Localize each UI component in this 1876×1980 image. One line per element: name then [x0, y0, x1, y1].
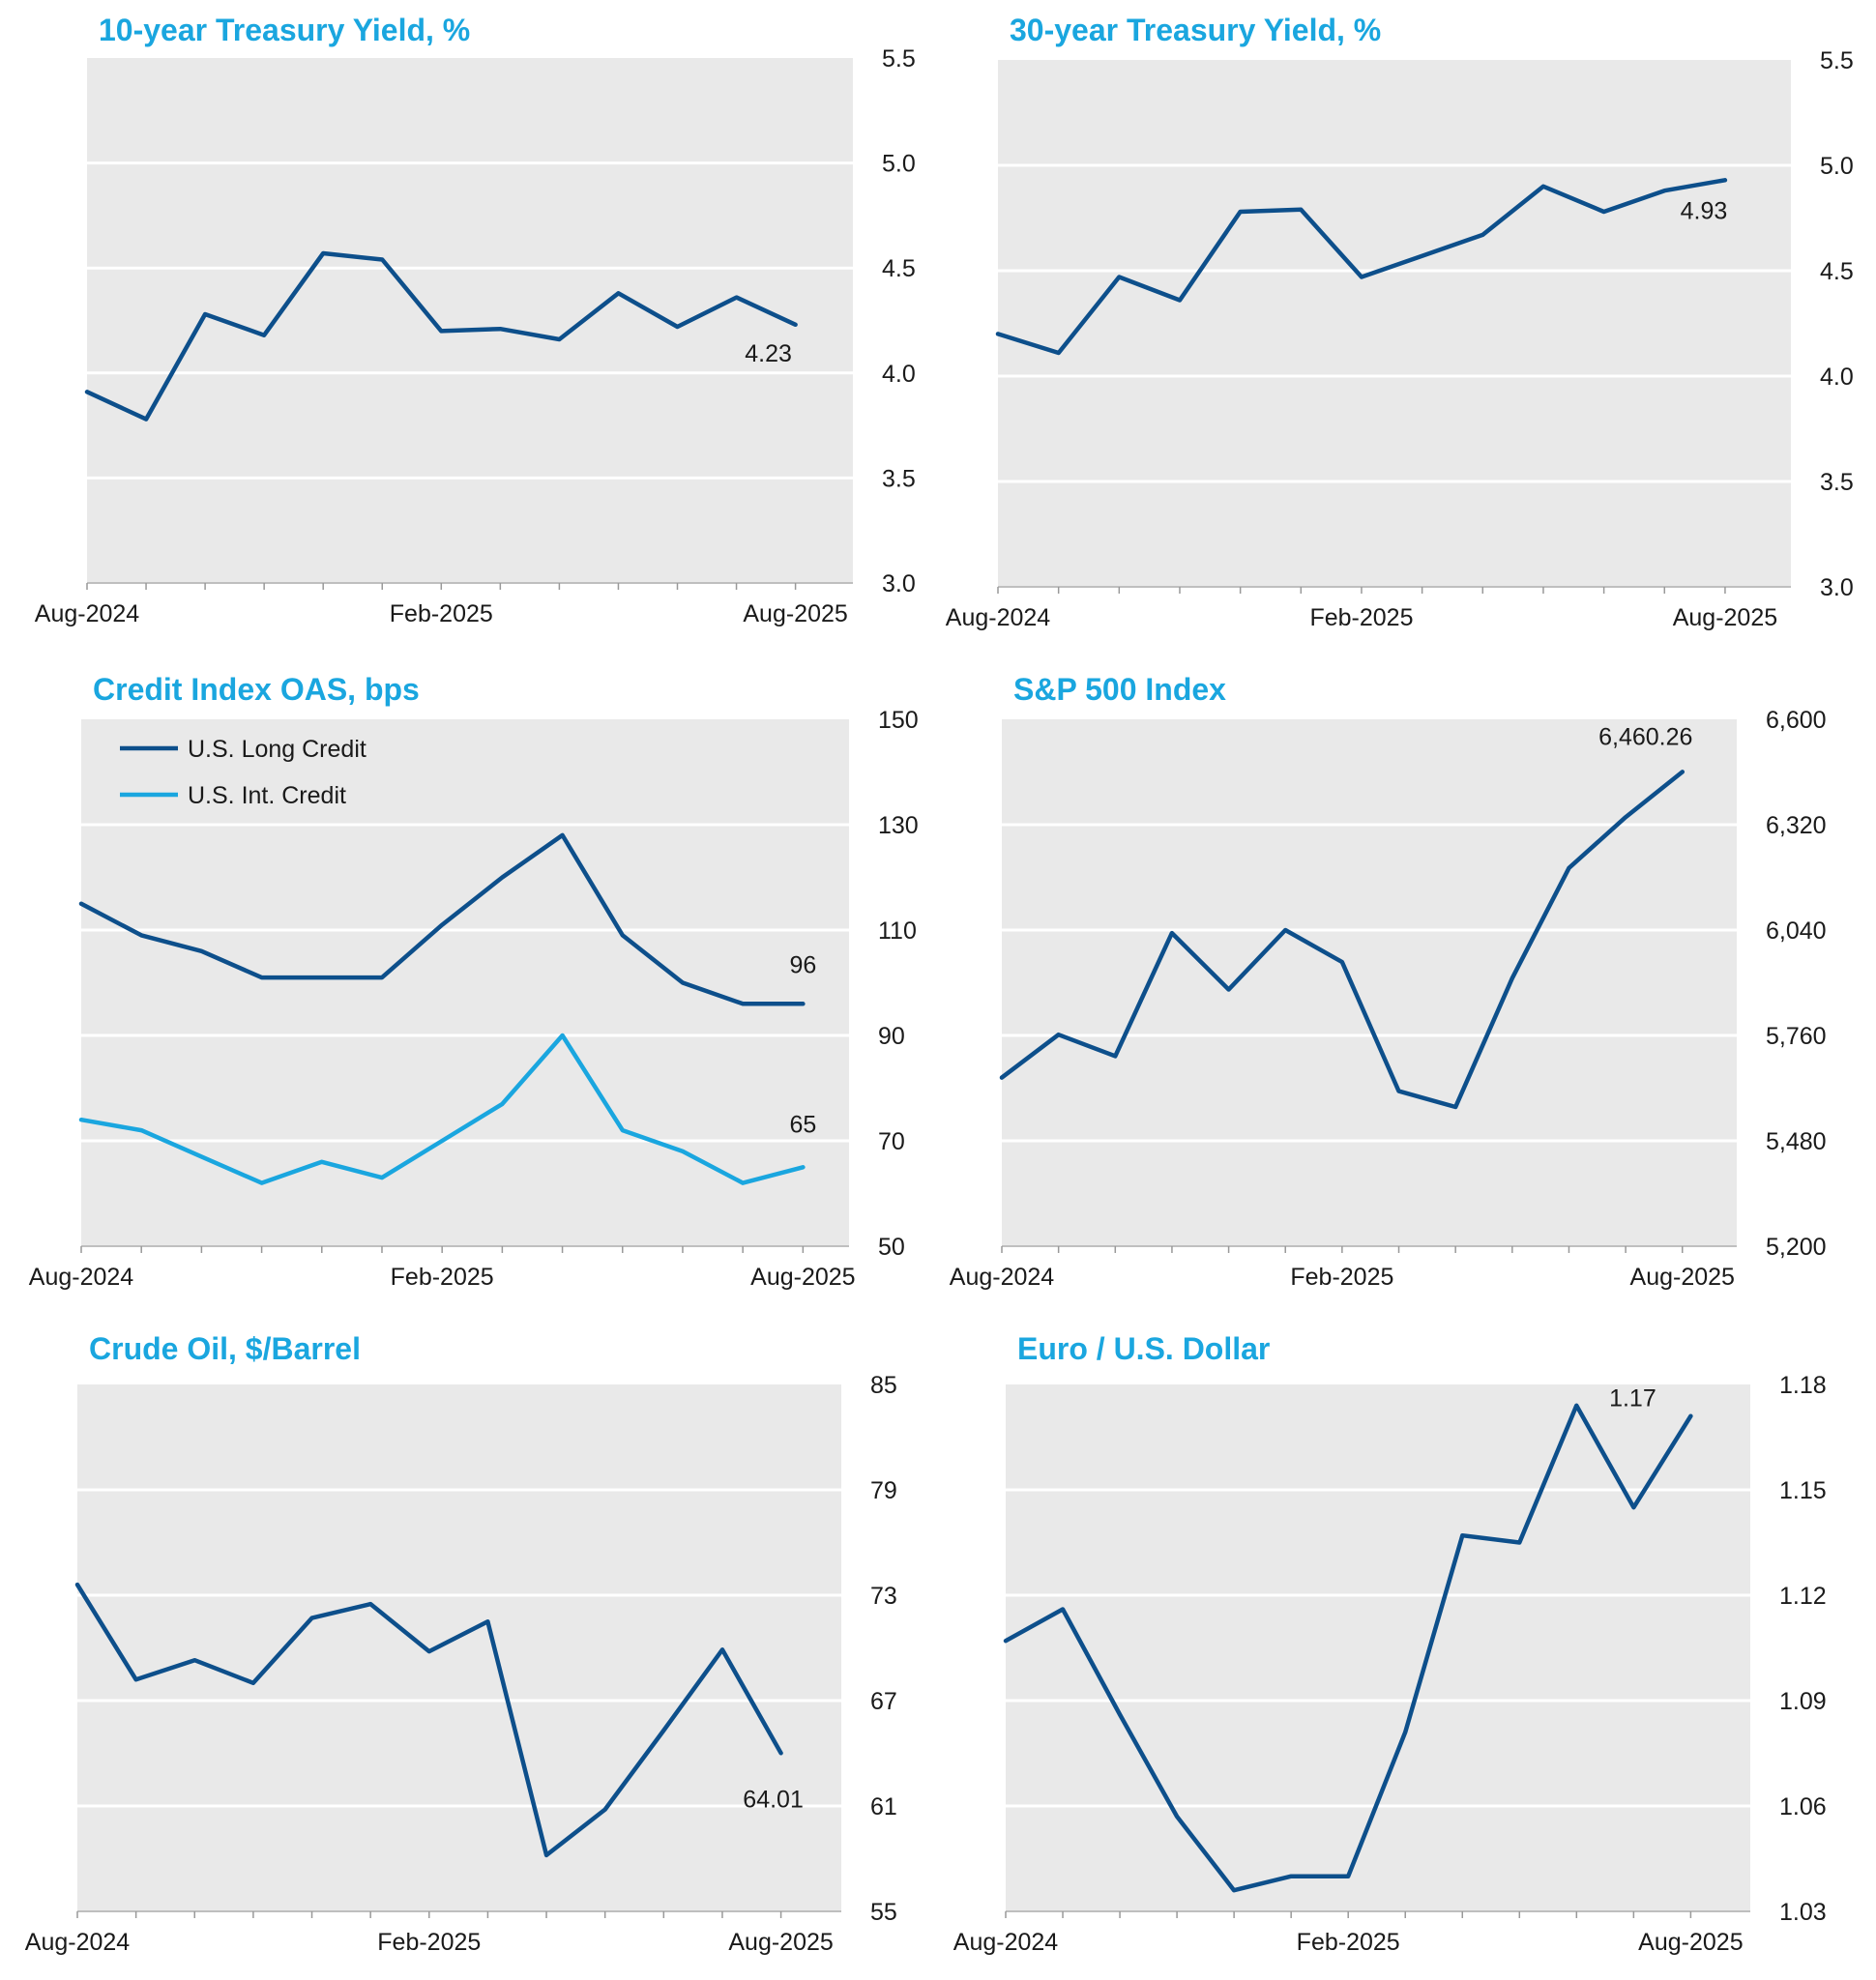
chart-panel-1: 10-year Treasury Yield, % 3.0 3.5 4.0 4.5 5.0…: [0, 0, 938, 659]
legend-label: U.S. Int. Credit: [188, 782, 346, 809]
chart-title: 10-year Treasury Yield, %: [99, 13, 470, 47]
chart-title: 30-year Treasury Yield, %: [1010, 13, 1381, 47]
y-tick-label: 3.5: [882, 465, 916, 492]
chart-svg: 30-year Treasury Yield, % 3.0 3.5 4.0 4.5 5.0…: [946, 13, 1854, 631]
y-tick-label: 5,200: [1766, 1234, 1827, 1261]
chart-title: S&P 500 Index: [1013, 672, 1226, 707]
y-tick-label: 5.0: [1820, 153, 1854, 180]
y-tick-label: 130: [878, 812, 919, 839]
x-tick-label: Feb-2025: [377, 1929, 481, 1956]
y-tick-label: 3.0: [1820, 574, 1854, 601]
x-tick-label: Aug-2024: [29, 1264, 134, 1291]
chart-svg: Credit Index OAS, bps 50 70 90 110 130 150 Aug-…: [29, 672, 919, 1291]
x-tick-label: Aug-2025: [1638, 1929, 1743, 1956]
plot-area: [1006, 1384, 1750, 1911]
y-tick-label: 110: [878, 917, 917, 945]
chart-panel-4: S&P 500 Index 5,200 5,480 5,760 6,040 6,320 6,…: [938, 659, 1876, 1319]
chart-title: Euro / U.S. Dollar: [1017, 1331, 1270, 1366]
plot-area: [77, 1384, 841, 1911]
x-tick-label: Aug-2024: [25, 1929, 131, 1956]
y-tick-label: 5.5: [1820, 47, 1854, 74]
y-tick-label: 90: [878, 1023, 905, 1050]
y-tick-label: 79: [870, 1477, 897, 1504]
y-tick-label: 67: [870, 1688, 897, 1715]
y-tick-label: 5.5: [882, 45, 916, 73]
y-tick-label: 3.5: [1820, 469, 1854, 496]
y-tick-label: 5,760: [1766, 1023, 1827, 1050]
chart-svg: Crude Oil, $/Barrel 55 61 67 73 79 85 Aug-2024 F…: [25, 1331, 897, 1956]
x-tick-label: Feb-2025: [1309, 604, 1413, 631]
y-tick-label: 4.0: [882, 361, 916, 388]
legend: U.S. Long Credit U.S. Int. Credit: [120, 736, 366, 809]
x-tick-label: Aug-2024: [35, 600, 140, 627]
y-tick-label: 150: [878, 707, 919, 734]
y-tick-label: 5.0: [882, 151, 916, 178]
y-tick-label: 6,600: [1766, 707, 1827, 734]
y-tick-label: 1.03: [1779, 1899, 1827, 1926]
x-tick-label: Aug-2025: [1673, 604, 1777, 631]
chart-title: Crude Oil, $/Barrel: [89, 1331, 361, 1366]
x-tick-label: Feb-2025: [391, 1264, 494, 1291]
y-tick-label: 6,040: [1766, 917, 1827, 945]
x-tick-label: Aug-2025: [1630, 1264, 1735, 1291]
end-value-label: 6,460.26: [1598, 723, 1692, 750]
chart-panel-5: Crude Oil, $/Barrel 55 61 67 73 79 85 Aug-2024 F…: [0, 1319, 938, 1978]
y-tick-label: 1.09: [1779, 1688, 1827, 1715]
end-value-label: 4.93: [1681, 197, 1728, 224]
legend-label: U.S. Long Credit: [188, 736, 366, 763]
end-value-label: 4.23: [745, 340, 792, 367]
y-tick-label: 4.0: [1820, 364, 1854, 391]
y-tick-label: 1.18: [1779, 1372, 1827, 1399]
x-tick-label: Aug-2024: [950, 1264, 1055, 1291]
y-tick-label: 6,320: [1766, 812, 1827, 839]
x-tick-label: Aug-2024: [946, 604, 1051, 631]
y-tick-label: 50: [878, 1234, 905, 1261]
chart-panel-2: 30-year Treasury Yield, % 3.0 3.5 4.0 4.5 5.0…: [938, 0, 1876, 659]
x-tick-label: Feb-2025: [390, 600, 493, 627]
x-tick-label: Aug-2024: [953, 1929, 1059, 1956]
end-value-label: 64.01: [743, 1786, 804, 1813]
x-tick-label: Feb-2025: [1297, 1929, 1400, 1956]
chart-panel-6: Euro / U.S. Dollar 1.03 1.06 1.09 1.12 1.15 1.…: [938, 1319, 1876, 1978]
x-tick-label: Aug-2025: [743, 600, 847, 627]
chart-svg: 10-year Treasury Yield, % 3.0 3.5 4.0 4.5 5.0…: [35, 13, 916, 627]
plot-area: [998, 60, 1791, 587]
end-value-label: 1.17: [1609, 1385, 1656, 1412]
x-tick-label: Feb-2025: [1290, 1264, 1393, 1291]
plot-area: [1002, 719, 1737, 1246]
y-tick-label: 70: [878, 1128, 905, 1155]
y-tick-label: 5,480: [1766, 1128, 1827, 1155]
chart-title: Credit Index OAS, bps: [93, 672, 420, 707]
plot-area: [87, 58, 853, 583]
chart-svg: S&P 500 Index 5,200 5,480 5,760 6,040 6,320 6,…: [950, 672, 1827, 1291]
x-tick-label: Aug-2025: [728, 1929, 833, 1956]
x-tick-label: Aug-2025: [750, 1264, 855, 1291]
chart-panel-3: Credit Index OAS, bps 50 70 90 110 130 150 Aug-…: [0, 659, 938, 1319]
y-tick-label: 73: [870, 1583, 897, 1610]
y-tick-label: 4.5: [882, 255, 916, 282]
y-tick-label: 85: [870, 1372, 897, 1399]
y-tick-label: 1.15: [1779, 1477, 1827, 1504]
y-tick-label: 4.5: [1820, 258, 1854, 285]
y-tick-label: 1.06: [1779, 1793, 1827, 1820]
y-tick-label: 55: [870, 1899, 897, 1926]
chart-svg: Euro / U.S. Dollar 1.03 1.06 1.09 1.12 1.15 1.…: [953, 1331, 1827, 1956]
end-value-label: 65: [789, 1111, 816, 1138]
end-value-label: 96: [789, 951, 816, 978]
y-tick-label: 1.12: [1779, 1583, 1827, 1610]
y-tick-label: 61: [870, 1793, 897, 1820]
y-tick-label: 3.0: [882, 570, 916, 597]
